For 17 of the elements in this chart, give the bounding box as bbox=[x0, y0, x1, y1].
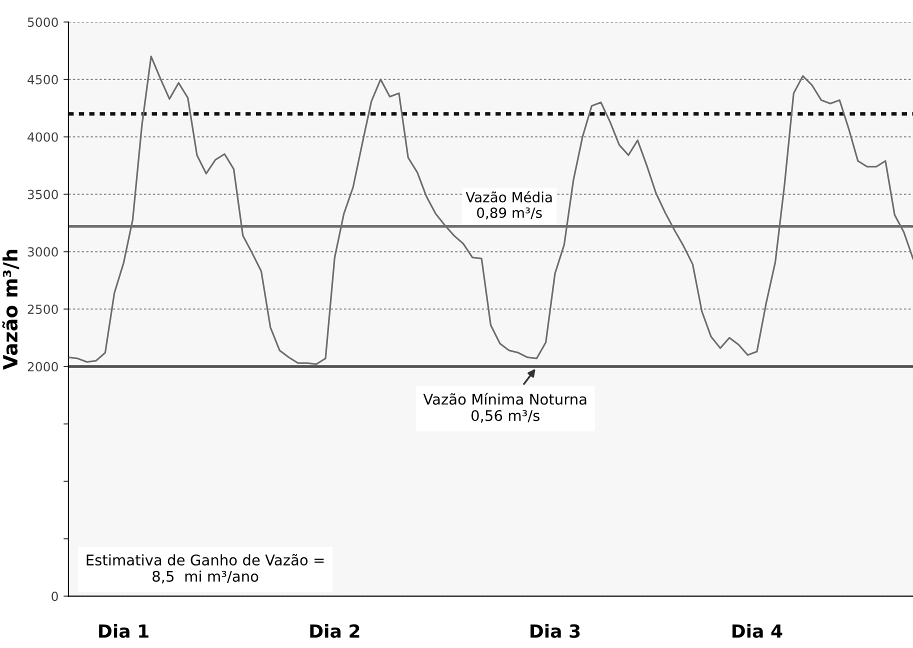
y-tick-label: 3500 bbox=[28, 190, 58, 200]
y-tick-label: 4500 bbox=[28, 74, 58, 84]
ref-line-label: Vazão Média 0,89 m³/s bbox=[466, 191, 552, 220]
x-tick-label: Dia 1 bbox=[99, 624, 148, 638]
ref-line-label: Vazão Mínima Noturna 0,56 m³/s bbox=[423, 392, 586, 423]
y-tick-label: 0 bbox=[52, 592, 58, 602]
x-tick-label: Dia 3 bbox=[530, 624, 580, 638]
y-axis-title: Vazão m³/h bbox=[2, 250, 20, 370]
y-tick-label: 5000 bbox=[28, 18, 58, 27]
y-tick-label: 2500 bbox=[28, 304, 58, 314]
y-tick-label: 4000 bbox=[28, 132, 58, 142]
x-tick-label: Dia 2 bbox=[310, 624, 360, 638]
y-tick-label: 2000 bbox=[28, 362, 58, 372]
y-tick-label: 3000 bbox=[28, 247, 58, 257]
x-tick-label: Dia 4 bbox=[732, 624, 782, 638]
annotation: Estimativa de Ganho de Vazão = 8,5 mi m³/ano bbox=[86, 554, 324, 584]
line-series bbox=[68, 56, 913, 366]
